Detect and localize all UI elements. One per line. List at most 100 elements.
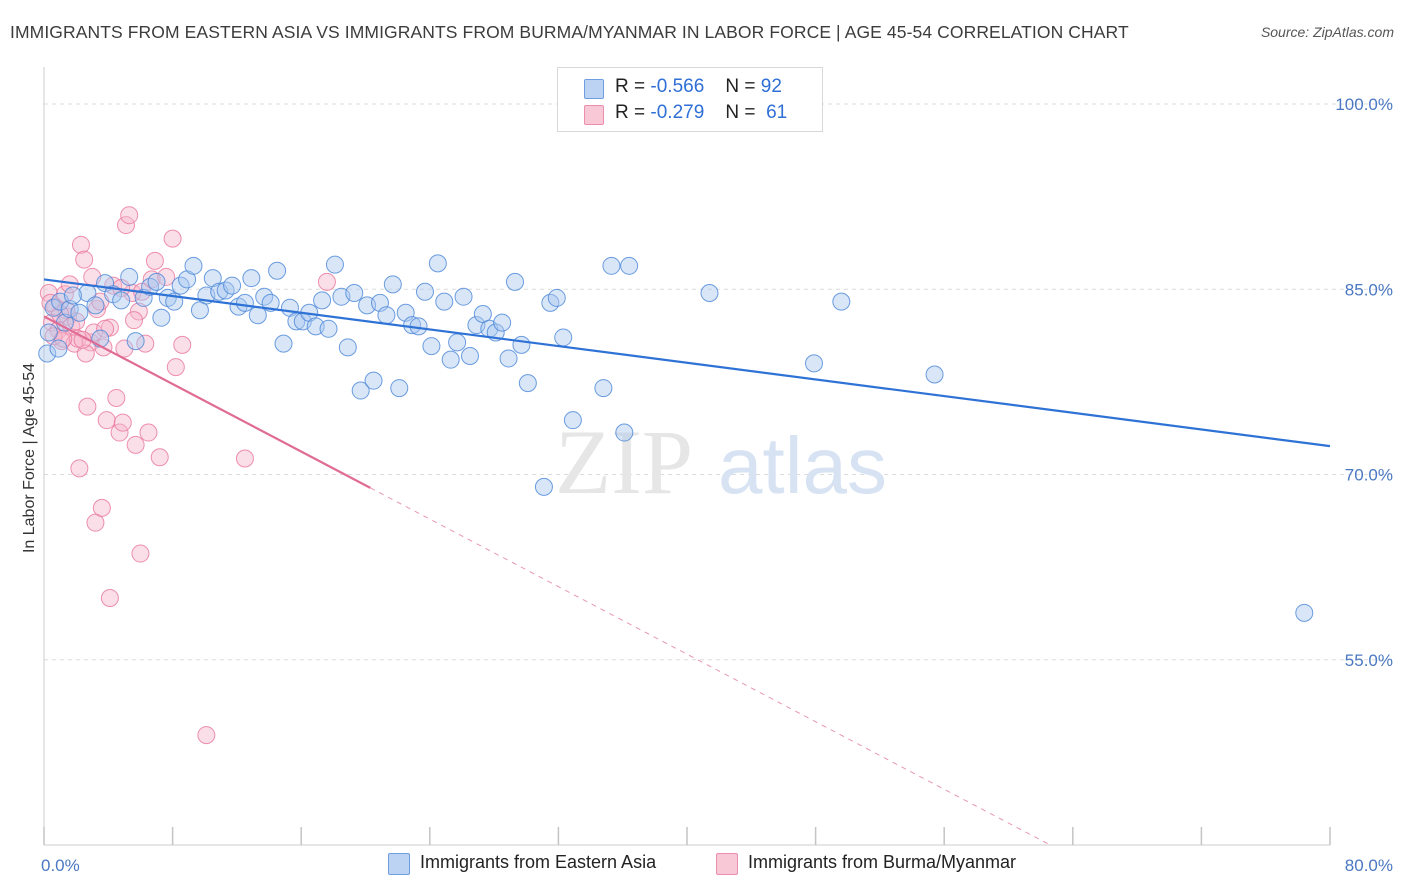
data-point	[615, 423, 634, 442]
data-point	[547, 288, 566, 307]
data-point	[92, 498, 111, 517]
watermark-atlas: atlas	[718, 421, 887, 510]
data-point	[113, 413, 132, 432]
y-tick-label: 85.0%	[1345, 280, 1393, 299]
data-point	[317, 272, 336, 291]
legend-n-label: N =	[725, 76, 756, 97]
data-point	[473, 304, 492, 323]
data-point	[86, 296, 105, 315]
data-point	[49, 339, 68, 358]
data-point	[460, 346, 479, 365]
data-point	[184, 256, 203, 275]
data-point	[313, 291, 332, 310]
data-point	[364, 371, 383, 390]
legend-swatch-blue	[584, 79, 604, 99]
data-point	[38, 344, 57, 363]
y-axis-title: In Labor Force | Age 45-54	[21, 363, 38, 553]
data-point	[78, 397, 97, 416]
data-point	[116, 216, 135, 235]
data-point	[345, 283, 364, 302]
data-point	[147, 272, 166, 291]
data-point	[454, 287, 473, 306]
data-point	[152, 308, 171, 327]
data-point	[554, 328, 573, 347]
data-point	[390, 379, 409, 398]
data-point	[534, 477, 553, 496]
data-point	[157, 267, 176, 286]
bottom-legend-swatch-pink	[716, 853, 738, 875]
watermark: ZIP atlas	[555, 411, 887, 513]
data-point	[131, 544, 150, 563]
data-point	[41, 293, 60, 312]
data-point	[70, 459, 89, 478]
data-point	[60, 300, 79, 319]
data-point	[242, 269, 261, 288]
data-point	[75, 250, 94, 269]
data-point	[150, 448, 169, 467]
data-point	[441, 350, 460, 369]
data-point	[100, 589, 119, 608]
data-point	[435, 292, 454, 311]
data-point	[76, 344, 95, 363]
grid-lines	[44, 103, 1393, 661]
y-tick-labels: 100.0% 85.0% 70.0% 55.0%	[1335, 95, 1393, 670]
data-point	[377, 306, 396, 325]
data-point	[142, 270, 161, 289]
data-point	[594, 379, 613, 398]
trend-line-burma	[43, 315, 371, 489]
data-point	[804, 354, 823, 373]
data-point	[493, 313, 512, 332]
source-label: Source: ZipAtlas.com	[1260, 24, 1394, 40]
data-point	[563, 411, 582, 430]
legend-n-label: N =	[725, 102, 756, 123]
x-tick-label: 80.0%	[1345, 856, 1393, 875]
data-point	[126, 435, 145, 454]
y-tick-label: 70.0%	[1345, 466, 1393, 485]
data-point	[383, 275, 402, 294]
data-point	[97, 411, 116, 430]
data-point	[110, 423, 129, 442]
legend-swatch-pink	[584, 105, 604, 125]
series-eastern-asia-points	[38, 254, 1314, 622]
axes	[43, 67, 1331, 846]
legend-n-value: 61	[766, 102, 788, 123]
legend-n-value: 92	[760, 76, 782, 97]
legend-r-label: R =	[615, 102, 646, 123]
data-point	[338, 338, 357, 357]
data-point	[120, 206, 139, 225]
legend-r-value: -0.279	[650, 102, 705, 123]
data-point	[96, 319, 115, 338]
data-point	[422, 337, 441, 356]
data-point	[145, 251, 164, 270]
data-point	[63, 286, 82, 305]
data-point	[190, 301, 209, 320]
data-point	[700, 283, 719, 302]
data-point	[415, 282, 434, 301]
data-point	[39, 323, 58, 342]
x-tick-labels: 0.0% 80.0%	[41, 856, 1393, 875]
data-point	[235, 449, 254, 468]
data-point	[129, 302, 148, 321]
data-point	[86, 513, 105, 532]
legend-r-label: R =	[615, 76, 646, 97]
data-point	[173, 335, 192, 354]
data-point	[197, 726, 216, 745]
data-point	[602, 256, 621, 275]
chart-title: IMMIGRANTS FROM EASTERN ASIA VS IMMIGRAN…	[10, 22, 1129, 42]
data-point	[499, 349, 518, 368]
data-point	[71, 235, 90, 254]
trend-lines	[43, 278, 1331, 846]
bottom-legend-label: Immigrants from Burma/Myanmar	[748, 852, 1017, 872]
data-point	[235, 293, 254, 312]
data-point	[274, 334, 293, 353]
y-tick-label: 100.0%	[1335, 95, 1393, 114]
x-tick-label: 0.0%	[41, 856, 80, 875]
data-point	[120, 267, 139, 286]
bottom-legend-label: Immigrants from Eastern Asia	[420, 852, 657, 872]
data-point	[428, 254, 447, 273]
data-point	[139, 423, 158, 442]
data-point	[125, 311, 144, 330]
trend-line-eastern-asia	[43, 278, 1331, 448]
data-point	[223, 276, 242, 295]
